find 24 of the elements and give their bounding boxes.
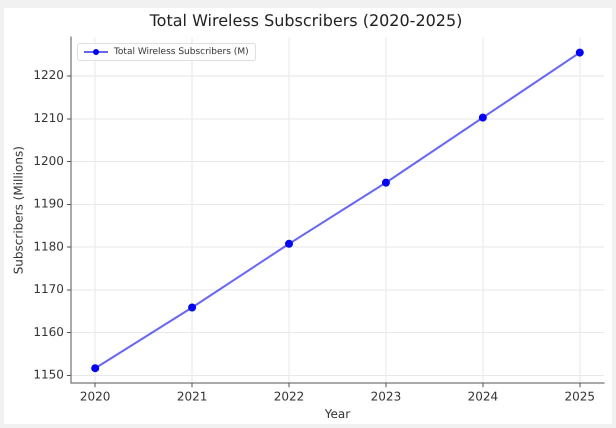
y-tick-label: 1170: [33, 282, 64, 296]
y-axis-title: Subscribers (Millions): [11, 146, 26, 274]
y-tick-label: 1160: [33, 324, 64, 339]
point: [478, 114, 487, 122]
x-tick-label: 2020: [80, 390, 110, 404]
chart-title: Total Wireless Subscribers (2020-2025): [148, 10, 462, 30]
x-tick-label: 2022: [274, 390, 304, 404]
y-tick-label: 1180: [33, 239, 64, 254]
y-tick-label: 1220: [33, 68, 64, 82]
y-tick-label: 1150: [33, 368, 64, 382]
x-tick-label: 2025: [564, 390, 596, 404]
point: [382, 178, 390, 187]
point: [91, 364, 100, 372]
x-tick-label: 2021: [176, 390, 208, 404]
y-tick-label: 1210: [33, 111, 64, 126]
point: [576, 48, 584, 57]
legend-label: Total Wireless Subscribers (M): [114, 47, 249, 58]
point: [285, 240, 294, 248]
x-tick-label: 2023: [370, 390, 402, 404]
x-tick-label: 2024: [468, 390, 498, 404]
x-axis-title: Year: [324, 406, 350, 421]
y-tick-label: 1200: [33, 154, 64, 168]
point: [188, 304, 196, 312]
y-tick-label: 1190: [33, 196, 64, 211]
